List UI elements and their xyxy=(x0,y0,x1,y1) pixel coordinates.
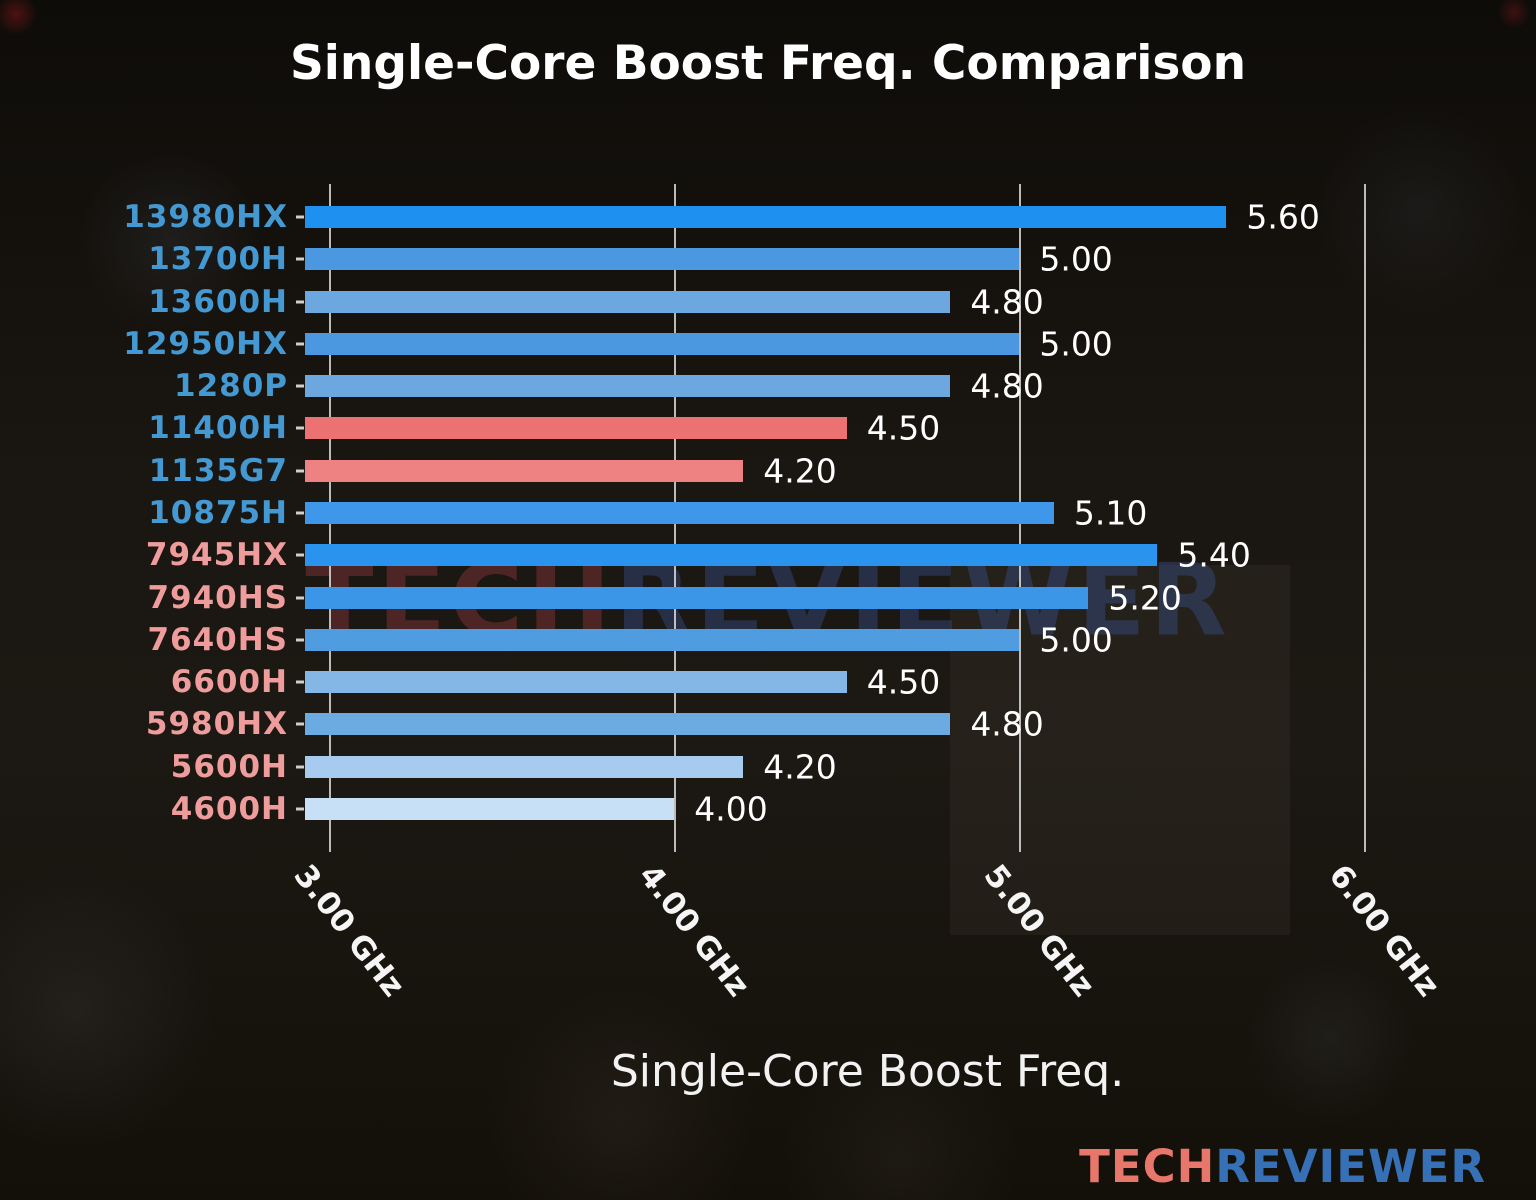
bar xyxy=(305,501,1054,524)
y-axis-label: 5600H xyxy=(170,748,288,785)
bar-row: 4600H 4.00 xyxy=(0,788,1536,830)
bar-value-label: 5.00 xyxy=(1039,324,1113,364)
x-tick-label: 3.00 GHz xyxy=(286,858,412,1004)
y-tick-mark xyxy=(296,215,304,219)
y-tick-mark xyxy=(296,426,304,430)
y-tick-mark xyxy=(296,596,304,600)
y-axis-label: 13980HX xyxy=(123,199,288,236)
y-axis-label: 4600H xyxy=(170,790,288,827)
y-tick-mark xyxy=(296,469,304,473)
y-axis-label: 1135G7 xyxy=(148,452,288,489)
bar xyxy=(305,797,675,820)
bar-value-label: 4.80 xyxy=(970,366,1044,406)
bar-row: 5600H 4.20 xyxy=(0,745,1536,787)
bar xyxy=(305,544,1158,567)
y-tick-mark xyxy=(296,807,304,811)
x-axis-label: Single-Core Boost Freq. xyxy=(610,1046,1125,1097)
bar-row: 13600H 4.80 xyxy=(0,281,1536,323)
bar xyxy=(305,332,1020,355)
bar-row: 7945HX 5.40 xyxy=(0,534,1536,576)
bar xyxy=(305,248,1020,271)
bar-row: 10875H 5.10 xyxy=(0,492,1536,534)
y-tick-mark xyxy=(296,680,304,684)
y-axis-label: 13600H xyxy=(148,283,288,320)
y-tick-mark xyxy=(296,384,304,388)
x-tick-label: 5.00 GHz xyxy=(976,858,1102,1004)
y-axis-label: 7940HS xyxy=(147,579,288,616)
bar-row: 11400H 4.50 xyxy=(0,407,1536,449)
y-axis-label: 13700H xyxy=(148,241,288,278)
x-tick-label: 6.00 GHz xyxy=(1322,858,1447,1004)
bar xyxy=(305,375,951,398)
y-axis-label: 1280P xyxy=(174,368,288,405)
bar xyxy=(305,206,1227,229)
y-tick-mark xyxy=(296,511,304,515)
bar-row: 1280P 4.80 xyxy=(0,365,1536,407)
bar-value-label: 5.00 xyxy=(1039,239,1113,279)
bar-value-label: 5.10 xyxy=(1073,493,1148,533)
bar xyxy=(305,586,1089,609)
bar-row: 1135G7 4.20 xyxy=(0,450,1536,492)
y-axis-label: 7945HX xyxy=(145,537,288,574)
bar-value-label: 4.80 xyxy=(970,704,1044,744)
y-tick-mark xyxy=(296,722,304,726)
y-axis-label: 12950HX xyxy=(123,325,288,362)
bar xyxy=(305,671,847,694)
y-axis-label: 6600H xyxy=(170,664,288,701)
bar-row: 13700H 5.00 xyxy=(0,238,1536,280)
bar-value-label: 5.00 xyxy=(1039,620,1113,660)
bar xyxy=(305,417,847,440)
y-tick-mark xyxy=(296,257,304,261)
bar-value-label: 4.20 xyxy=(763,747,837,787)
bar xyxy=(305,290,951,313)
bar xyxy=(305,713,951,736)
gridline xyxy=(1364,184,1367,852)
y-axis-label: 7640HS xyxy=(147,621,288,658)
x-tick-label: 4.00 GHz xyxy=(631,858,757,1004)
bar-value-label: 4.00 xyxy=(694,789,768,829)
brand-logo-tech: TECH xyxy=(1079,1140,1216,1193)
bar-value-label: 4.50 xyxy=(866,662,941,702)
bar-row: 13980HX 5.60 xyxy=(0,196,1536,238)
bar-row: 12950HX 5.00 xyxy=(0,323,1536,365)
y-tick-mark xyxy=(296,342,304,346)
bar xyxy=(305,459,744,482)
y-tick-mark xyxy=(296,638,304,642)
y-axis-label: 5980HX xyxy=(145,706,288,743)
brand-logo-reviewer: REVIEWER xyxy=(1215,1140,1486,1193)
y-axis-label: 10875H xyxy=(148,494,288,531)
bar-row: 7940HS 5.20 xyxy=(0,576,1536,618)
bar xyxy=(305,628,1020,651)
brand-logo: TECHREVIEWER xyxy=(1079,1140,1486,1193)
y-tick-mark xyxy=(296,300,304,304)
bar-value-label: 5.20 xyxy=(1108,578,1182,618)
y-tick-mark xyxy=(296,765,304,769)
bar-value-label: 4.50 xyxy=(866,408,941,448)
bar-value-label: 5.40 xyxy=(1177,535,1251,575)
bar-row: 7640HS 5.00 xyxy=(0,619,1536,661)
bar-value-label: 4.80 xyxy=(970,282,1044,322)
bar-value-label: 5.60 xyxy=(1246,197,1320,237)
chart-title: Single-Core Boost Freq. Comparison xyxy=(289,36,1247,91)
bar-value-label: 4.20 xyxy=(763,451,837,491)
y-tick-mark xyxy=(296,553,304,557)
y-axis-label: 11400H xyxy=(148,410,288,447)
bar xyxy=(305,755,744,778)
bar-row: 5980HX 4.80 xyxy=(0,703,1536,745)
bar-row: 6600H 4.50 xyxy=(0,661,1536,703)
